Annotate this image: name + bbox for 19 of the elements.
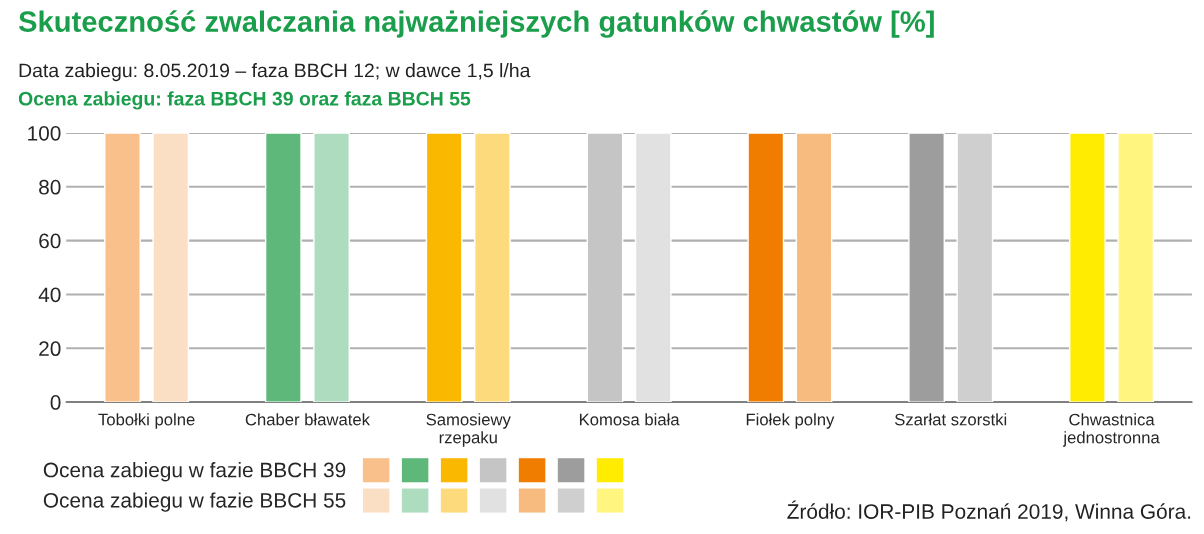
chart-subtitle: Data zabiegu: 8.05.2019 – faza BBCH 12; w dawce 1,5 l/ha xyxy=(19,63,531,82)
x-tick-label: Tobołki polne xyxy=(98,413,195,429)
chart-title: Skuteczność zwalczania najważniejszych gatunków chwastów [%] xyxy=(18,10,934,38)
x-tick-label: Fiołek polny xyxy=(746,413,835,429)
x-tick-label: Samosiewy rzepaku xyxy=(426,413,511,447)
y-tick-label: 80 xyxy=(39,179,61,195)
y-tick-label: 0 xyxy=(50,395,61,410)
x-tick-label: Chwastnica jednostronna xyxy=(1062,413,1160,447)
y-tick-label: 60 xyxy=(39,233,61,249)
legend-label: Ocena zabiegu w fazie BBCH 55 xyxy=(43,492,346,512)
x-tick-label: Chaber bławatek xyxy=(245,413,371,426)
text: Ocena zabiegu: faza BBCH 39 oraz faza BBCH 55 xyxy=(18,91,471,110)
x-tick-label: Szarłat szorstki xyxy=(895,413,1007,426)
y-tick-label: 40 xyxy=(38,287,61,303)
y-tick-label: 100 xyxy=(28,125,61,141)
legend-label: Ocena zabiegu w fazie BBCH 39 xyxy=(43,462,346,482)
y-tick-label: 20 xyxy=(39,341,61,357)
x-tick-label: Komosa biała xyxy=(579,413,680,426)
text: Źródło: IOR-PIB Poznań 2019, Winna Góra. xyxy=(787,500,1191,522)
